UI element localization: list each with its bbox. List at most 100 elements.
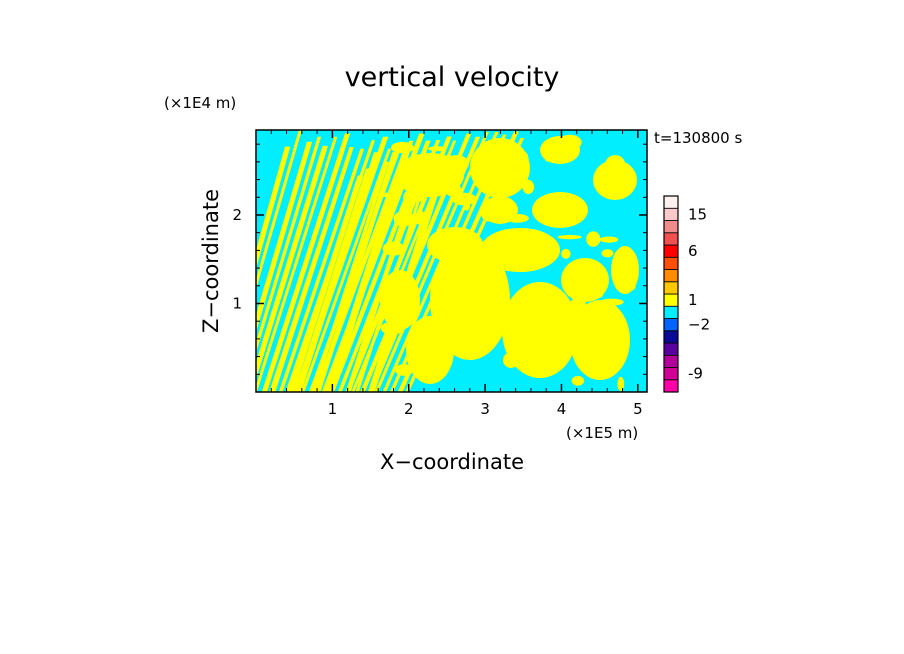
field-band [288,175,364,392]
plot-frame [255,129,648,393]
colorbar-segment [663,220,679,234]
field-blob [470,138,530,198]
field-blob [463,201,471,211]
field-blob [433,300,455,318]
field-blob [505,213,529,223]
field-blob [392,176,400,192]
field-band [256,146,291,270]
colorbar-frame [663,195,679,393]
field-blob [571,375,585,386]
field-blob [530,365,555,373]
field-blob [406,316,454,384]
field-blob [532,192,588,228]
field-blob [443,155,470,173]
field-band [315,151,398,392]
colorbar-segment [663,207,679,221]
colorbar-segment [663,379,679,393]
time-label: t=130800 s [654,129,742,147]
x-tick-label: 2 [404,400,414,418]
field-blob [544,155,569,163]
x-tick-label: 1 [328,400,338,418]
field-blob [512,150,529,164]
colorbar-segment [663,330,679,344]
field-band [297,152,379,392]
field-blob [480,228,560,272]
colorbar-tick-label: 1 [688,291,698,309]
field-blob [503,352,519,368]
field-blob [390,141,414,154]
field-band [256,145,328,380]
colorbar-tick-label: -9 [688,365,703,383]
field-blob [611,246,639,294]
colorbar-segment [663,293,679,307]
field-blob [444,182,462,197]
field-band [311,161,390,392]
field-blob [483,262,501,270]
field-blob [395,364,414,376]
colorbar-tick-label: 6 [688,242,698,260]
field-blob [579,288,604,300]
field-band [328,140,414,392]
y-axis-label: Z−coordinate [199,189,223,333]
field-blob [503,301,511,319]
field-blob [428,146,447,152]
field-band [256,130,302,291]
field-blob [561,248,571,259]
x-scale-label: (×1E5 m) [566,424,638,442]
y-axis: 12 [232,143,647,375]
colorbar-segment [663,256,679,270]
field-blob [561,338,572,343]
x-axis-label: X−coordinate [380,450,524,474]
field-blob [557,234,582,240]
field-band [256,136,338,392]
field-blob [389,283,414,291]
colorbar-segment [663,305,679,319]
colorbar-tick-label: −2 [688,316,710,334]
field-blob [617,376,625,392]
field-blob [586,231,601,247]
field-blob [414,210,426,225]
field-blob [593,160,637,200]
field-blob [427,227,483,263]
field-blob [570,297,586,312]
field-blob [469,340,477,358]
field-band [261,133,351,392]
colorbar-segment [663,342,679,356]
colorbar-segment [663,269,679,283]
field-blob [380,270,420,330]
field-blob [380,321,405,335]
field-band [278,148,365,392]
heatmap-field [256,130,647,392]
field-blob [382,241,405,256]
field-blob [478,240,501,253]
field-blob [451,192,477,206]
field-blob [403,189,417,206]
field-blob [481,206,497,222]
field-blob [517,292,540,301]
field-blob [434,242,443,247]
field-blob [377,192,398,197]
field-band [256,141,313,333]
field-blob [441,330,455,342]
chart-title: vertical velocity [345,62,560,93]
colorbar-segment [663,244,679,258]
field-blob [601,249,614,258]
x-axis: 1 2 3 4 5 [270,130,643,418]
y-scale-label: (×1E4 m) [164,94,236,112]
field-blob [599,236,619,243]
colorbar-tick-label: 15 [688,205,707,223]
field-band [301,148,392,392]
field-positive-regions [256,130,639,392]
field-blob [558,134,582,150]
colorbar-segment [663,318,679,332]
colorbar-segment [663,195,679,209]
field-blob [510,302,532,310]
field-blob [430,240,510,360]
field-blob [460,254,482,261]
field-blob [599,298,624,306]
x-tick-label: 4 [557,400,567,418]
colorbar-segment [663,354,679,368]
field-blob [522,179,535,195]
field-blob [467,308,477,313]
